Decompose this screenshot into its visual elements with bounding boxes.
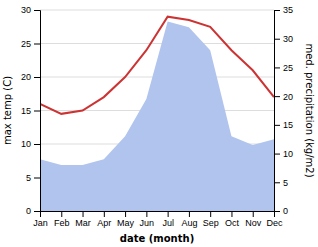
tick-label: 10 [21, 139, 31, 149]
tick-mark [274, 67, 280, 68]
tick-label: 10 [283, 149, 293, 159]
tick: May [117, 211, 135, 228]
tick: 25 [274, 63, 293, 73]
grid-line [40, 10, 274, 11]
x-axis: Jan Feb Mar Apr May Jun Jul Aug Sep Oct Nov Dec [33, 211, 283, 228]
tick-mark [34, 178, 40, 179]
tick: 30 [274, 34, 293, 44]
tick-mark [274, 39, 280, 40]
tick-mark [61, 211, 62, 217]
y-axis: 0 5 10 15 20 25 30 [21, 5, 41, 216]
tick: 5 [26, 173, 40, 183]
tick: Oct [225, 211, 240, 228]
tick: 5 [274, 178, 288, 188]
tick: Jul [162, 211, 174, 228]
y2-axis: 0 5 10 15 20 25 30 35 [274, 5, 293, 216]
tick-label: 20 [21, 72, 31, 82]
tick: 25 [21, 39, 40, 49]
tick-label: 30 [21, 5, 31, 15]
tick-label: Aug [181, 218, 197, 228]
tick-label: Oct [225, 218, 240, 228]
axis-line [41, 212, 275, 218]
tick-mark [146, 211, 147, 217]
tick-label: 15 [21, 106, 31, 116]
tick: Jun [140, 211, 155, 228]
chart: JanFebMarAprMayJunJulAugSepOctNovDec0510… [0, 0, 318, 247]
tick-label: 0 [283, 206, 288, 216]
tick-label: Jul [162, 218, 174, 228]
tick: Apr [97, 211, 111, 228]
tick: Dec [266, 211, 283, 228]
tick-label: Sep [203, 218, 219, 228]
tick: Sep [203, 211, 219, 228]
tick: Jan [33, 211, 48, 228]
tick-label: 5 [26, 173, 31, 183]
tick: 20 [274, 92, 293, 102]
tick-mark [83, 211, 84, 217]
tick-mark [34, 211, 40, 212]
tick-label: 25 [21, 39, 31, 49]
tick-mark [189, 211, 190, 217]
tick-mark [34, 44, 40, 45]
tick-mark [274, 96, 280, 97]
tick: 15 [21, 106, 40, 116]
x-axis-title: date (month) [120, 233, 194, 244]
tick: Aug [181, 211, 197, 228]
tick: 20 [21, 72, 40, 82]
axis-line [275, 11, 281, 212]
tick-label: Jan [33, 218, 48, 228]
tick-mark [210, 211, 211, 217]
tick-label: 30 [283, 34, 293, 44]
tick: 30 [21, 5, 40, 15]
tick-mark [34, 111, 40, 112]
tick: Nov [245, 211, 262, 228]
y2-axis-title: med. precipitation (kg/m2) [304, 43, 315, 177]
tick-mark [274, 182, 280, 183]
tick-label: 0 [26, 206, 31, 216]
tick: Mar [75, 211, 91, 228]
tick: 35 [274, 5, 293, 15]
tick-mark [34, 10, 40, 11]
grid [40, 10, 274, 211]
line [40, 17, 274, 114]
tick-mark [253, 211, 254, 217]
tick-mark [104, 211, 105, 217]
tick-mark [125, 211, 126, 217]
grid-line [40, 43, 274, 44]
tick-mark [274, 125, 280, 126]
tick-label: 25 [283, 63, 293, 73]
tick-label: 20 [283, 92, 293, 102]
tick-label: Mar [75, 218, 91, 228]
axis-line [34, 11, 41, 212]
tick: 0 [274, 206, 288, 216]
area [40, 21, 274, 211]
marks [40, 17, 274, 211]
tick-label: Jun [140, 218, 155, 228]
tick-label: Nov [245, 218, 262, 228]
tick: 0 [26, 206, 40, 216]
tick-label: May [117, 218, 135, 228]
tick-mark [34, 144, 40, 145]
tick-mark [231, 211, 232, 217]
tick: 10 [274, 149, 293, 159]
tick-mark [34, 77, 40, 78]
tick-label: Apr [97, 218, 111, 228]
tick-mark [274, 10, 280, 11]
tick: 10 [21, 139, 40, 149]
plot: JanFebMarAprMayJunJulAugSepOctNovDec0510… [2, 5, 315, 244]
tick-mark [168, 211, 169, 217]
y-axis-title: max temp (C) [2, 76, 13, 145]
tick-label: 15 [283, 120, 293, 130]
tick-label: Dec [266, 218, 283, 228]
tick-mark [274, 154, 280, 155]
tick: 15 [274, 120, 293, 130]
tick: Feb [54, 211, 70, 228]
tick-label: 35 [283, 5, 293, 15]
tick-label: Feb [54, 218, 70, 228]
tick-mark [274, 211, 280, 212]
tick-label: 5 [283, 178, 288, 188]
